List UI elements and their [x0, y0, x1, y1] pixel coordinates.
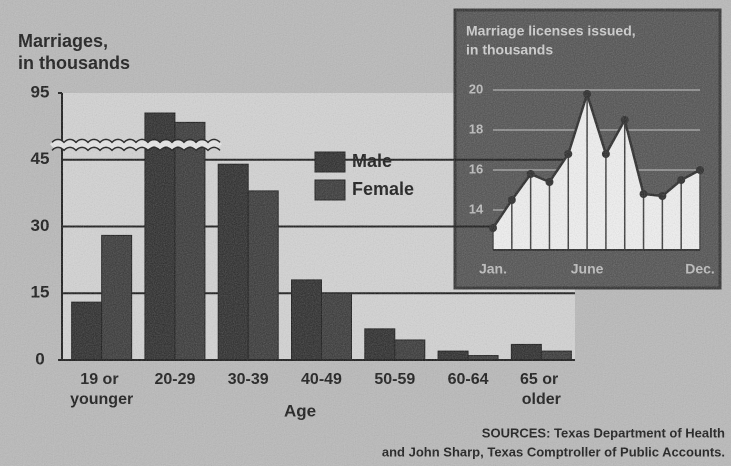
x-tick-label: 60-64	[448, 371, 489, 388]
bar	[541, 351, 571, 360]
bar	[175, 122, 205, 360]
bar	[322, 293, 352, 360]
x-tick-label: 20-29	[154, 371, 195, 388]
inset-point	[621, 116, 629, 124]
inset-x-tick-label: June	[571, 261, 604, 277]
y-tick-label: 45	[31, 149, 50, 168]
legend-swatch	[315, 180, 345, 200]
chart-title: in thousands	[18, 53, 130, 73]
inset-point	[640, 190, 648, 198]
bar	[102, 235, 132, 360]
x-axis-label: Age	[284, 401, 316, 420]
inset-point	[658, 192, 666, 200]
inset-point	[545, 178, 553, 186]
legend-label: Female	[352, 179, 414, 199]
page: Marriages,in thousands01530459519 or you…	[0, 0, 731, 466]
inset-point	[489, 224, 497, 232]
legend-label: Male	[352, 151, 392, 171]
bar	[395, 340, 425, 360]
inset-y-tick-label: 14	[469, 201, 484, 216]
bar	[248, 191, 278, 360]
inset-x-tick-label: Jan.	[479, 261, 507, 277]
bar	[438, 351, 468, 360]
axis-break	[52, 143, 220, 146]
bar	[218, 164, 248, 360]
source-note: and John Sharp, Texas Comptroller of Pub…	[382, 444, 725, 459]
chart: Marriages,in thousands01530459519 or you…	[0, 0, 731, 466]
inset-point	[583, 90, 591, 98]
y-tick-label: 0	[35, 349, 44, 368]
legend-swatch	[315, 152, 345, 172]
x-tick-label: 30-39	[228, 371, 269, 388]
x-tick-label: 50-59	[374, 371, 415, 388]
bar	[72, 302, 102, 360]
inset-point	[527, 170, 535, 178]
inset-y-tick-label: 20	[469, 81, 483, 96]
inset-y-tick-label: 16	[469, 161, 483, 176]
x-tick-label: 40-49	[301, 371, 342, 388]
chart-title: Marriages,	[18, 31, 108, 51]
inset-y-tick-label: 18	[469, 121, 483, 136]
inset-point	[602, 150, 610, 158]
bar	[511, 344, 541, 360]
bar	[292, 280, 322, 360]
y-tick-label: 95	[31, 82, 50, 101]
inset-point	[696, 166, 704, 174]
y-tick-label: 30	[31, 216, 50, 235]
inset-point	[677, 176, 685, 184]
bar	[365, 329, 395, 360]
inset-title: Marriage licenses issued,	[466, 23, 636, 39]
inset-point	[508, 196, 516, 204]
inset-point	[564, 150, 572, 158]
y-tick-label: 15	[31, 283, 50, 302]
inset-title: in thousands	[466, 42, 553, 58]
source-note: SOURCES: Texas Department of Health	[482, 425, 725, 440]
inset-x-tick-label: Dec.	[685, 261, 715, 277]
